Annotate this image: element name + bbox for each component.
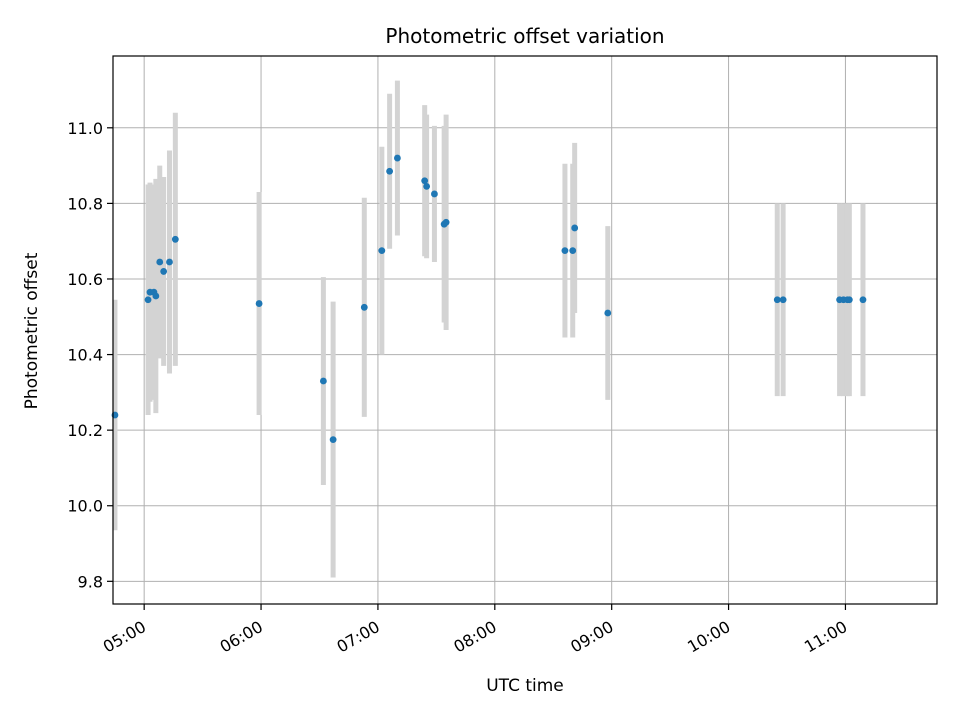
- y-axis-title: Photometric offset: [22, 252, 42, 409]
- y-tick-label: 11.0: [67, 119, 103, 138]
- y-tick-label: 10.4: [67, 346, 103, 365]
- data-point: [160, 268, 168, 275]
- data-point: [442, 218, 450, 226]
- data-point: [144, 296, 152, 304]
- data-point: [394, 154, 401, 162]
- y-tick-label: 10.0: [67, 497, 103, 516]
- plot-frame: [112, 55, 938, 605]
- data-point: [845, 296, 853, 304]
- data-point: [561, 247, 569, 255]
- data-point: [431, 190, 438, 198]
- data-point: [571, 224, 579, 232]
- data-point: [569, 247, 577, 255]
- data-point: [255, 300, 263, 307]
- data-point: [421, 177, 429, 185]
- data-point: [156, 258, 164, 266]
- y-tick-label: 10.6: [67, 270, 103, 289]
- data-point: [604, 309, 612, 317]
- data-point: [152, 292, 160, 300]
- data-point: [773, 296, 781, 304]
- data-point: [171, 235, 179, 243]
- x-axis-title: UTC time: [486, 676, 564, 696]
- y-tick-label: 9.8: [78, 572, 103, 591]
- y-tick-label: 10.8: [67, 194, 103, 213]
- data-point: [319, 377, 327, 385]
- y-axis-ticks: 9.8 10.0 10.2 10.4 10.6 10.8 11.0: [67, 119, 113, 591]
- grid: [113, 56, 937, 604]
- data-point: [166, 258, 173, 266]
- y-tick-label: 10.2: [67, 421, 103, 440]
- data-point: [386, 167, 394, 175]
- data-points: [111, 154, 867, 443]
- data-point: [378, 247, 386, 255]
- data-point: [329, 436, 337, 443]
- data-point: [423, 182, 431, 190]
- data-point: [779, 296, 787, 304]
- data-point: [859, 296, 867, 304]
- data-point: [360, 303, 368, 311]
- chart-title: Photometric offset variation: [385, 24, 664, 48]
